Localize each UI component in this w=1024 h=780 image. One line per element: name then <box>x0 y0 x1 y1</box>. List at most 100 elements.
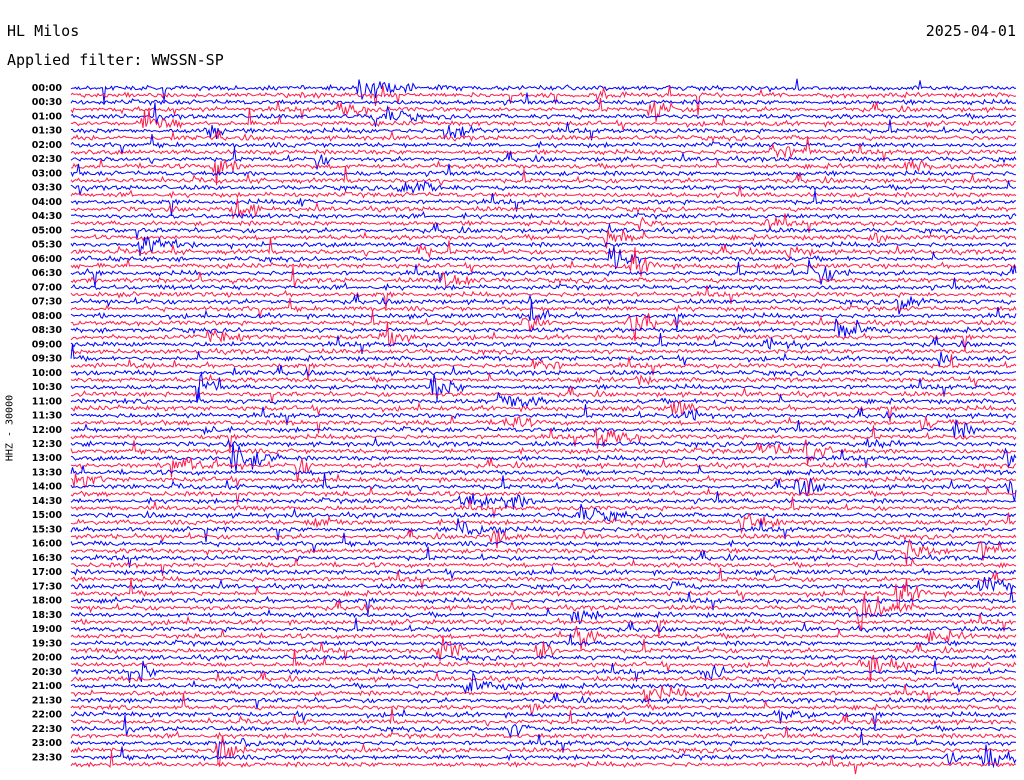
trace-line <box>70 259 1017 288</box>
trace-line <box>70 297 1017 318</box>
trace-line <box>70 332 1017 354</box>
trace-line <box>70 318 1017 338</box>
time-tick-label: 20:00 <box>32 653 63 664</box>
trace-line <box>70 726 1017 740</box>
time-tick-label: 14:30 <box>32 496 63 507</box>
trace-line <box>70 92 1017 106</box>
time-tick-label: 16:00 <box>32 539 63 550</box>
time-tick-label: 17:30 <box>32 581 63 592</box>
trace-line <box>70 648 1017 683</box>
trace-line <box>70 213 1017 233</box>
trace-line <box>70 293 1017 315</box>
trace-line <box>70 439 1017 465</box>
trace-line <box>70 415 1017 434</box>
trace-line <box>70 594 1017 632</box>
time-label-group: 00:00 00:30 01:00 01:30 02:00 02:30 03:00 03:30… <box>32 83 63 763</box>
trace-line <box>70 744 1017 769</box>
trace-line <box>70 539 1017 565</box>
trace-line <box>70 528 1017 549</box>
trace-line <box>70 565 1017 579</box>
time-tick-label: 08:30 <box>32 325 63 336</box>
time-tick-label: 04:00 <box>32 197 63 208</box>
trace-line <box>70 635 1017 662</box>
trace-line <box>70 97 1017 122</box>
trace-line <box>70 237 1017 260</box>
trace-line <box>70 179 1017 196</box>
time-tick-label: 09:30 <box>32 354 63 365</box>
trace-group <box>70 78 1017 775</box>
time-tick-label: 00:00 <box>32 83 63 94</box>
trace-line <box>70 285 1017 309</box>
trace-line <box>70 589 1017 615</box>
trace-line <box>70 386 1017 403</box>
time-tick-label: 18:00 <box>32 596 63 607</box>
time-tick-label: 16:30 <box>32 553 63 564</box>
time-tick-label: 10:30 <box>32 382 63 393</box>
time-tick-label: 13:30 <box>32 467 63 478</box>
time-tick-label: 03:00 <box>32 168 63 179</box>
trace-line <box>70 134 1017 154</box>
time-tick-label: 17:00 <box>32 567 63 578</box>
trace-line <box>70 693 1017 717</box>
trace-line <box>70 578 1017 610</box>
trace-line <box>70 532 1017 553</box>
trace-line <box>70 442 1017 472</box>
time-tick-label: 21:30 <box>32 695 63 706</box>
trace-line <box>70 400 1017 423</box>
time-tick-label: 11:00 <box>32 396 63 407</box>
time-tick-label: 12:30 <box>32 439 63 450</box>
trace-line <box>70 457 1017 483</box>
time-tick-label: 02:30 <box>32 154 63 165</box>
station-title: HL Milos <box>7 22 80 40</box>
trace-line <box>70 371 1017 403</box>
trace-line <box>70 228 1017 249</box>
filter-label: Applied filter: WWSSN-SP <box>7 51 224 69</box>
time-tick-label: 05:00 <box>32 225 63 236</box>
trace-line <box>70 735 1017 768</box>
time-tick-label: 03:30 <box>32 183 63 194</box>
time-tick-label: 06:30 <box>32 268 63 279</box>
trace-line <box>70 503 1017 522</box>
time-tick-label: 14:00 <box>32 482 63 493</box>
trace-line <box>70 130 1017 143</box>
trace-line <box>70 277 1017 292</box>
time-tick-label: 11:30 <box>32 411 63 422</box>
time-tick-label: 12:00 <box>32 425 63 436</box>
time-tick-label: 09:00 <box>32 339 63 350</box>
time-tick-label: 00:30 <box>32 97 63 108</box>
time-tick-label: 07:00 <box>32 282 63 293</box>
trace-line <box>70 708 1017 729</box>
trace-line <box>70 299 1017 330</box>
trace-line <box>70 518 1017 543</box>
trace-line <box>70 343 1017 367</box>
time-tick-label: 02:00 <box>32 140 63 151</box>
trace-line <box>70 387 1016 409</box>
trace-line <box>70 485 1017 505</box>
trace-line <box>71 158 1017 186</box>
trace-line <box>70 222 1017 239</box>
trace-line <box>70 714 1017 739</box>
trace-line <box>70 107 1016 131</box>
time-tick-label: 06:00 <box>32 254 63 265</box>
trace-line <box>70 546 1017 568</box>
trace-line <box>70 210 1017 221</box>
trace-line <box>70 472 1017 502</box>
trace-line <box>70 660 1017 683</box>
trace-line <box>70 371 1017 387</box>
time-tick-label: 19:00 <box>32 624 63 635</box>
trace-line <box>70 671 1017 695</box>
time-tick-label: 23:00 <box>32 738 63 749</box>
trace-line <box>70 185 1017 199</box>
trace-line <box>70 190 1017 217</box>
trace-line <box>70 102 1017 127</box>
trace-line <box>70 137 1017 162</box>
trace-line <box>70 684 1017 705</box>
trace-line <box>70 491 1017 510</box>
trace-line <box>70 354 1017 380</box>
time-tick-label: 04:30 <box>32 211 63 222</box>
time-tick-label: 01:00 <box>32 111 63 122</box>
time-tick-label: 05:30 <box>32 240 63 251</box>
trace-line <box>70 653 1017 663</box>
time-tick-label: 21:00 <box>32 681 63 692</box>
trace-line <box>70 247 1017 277</box>
